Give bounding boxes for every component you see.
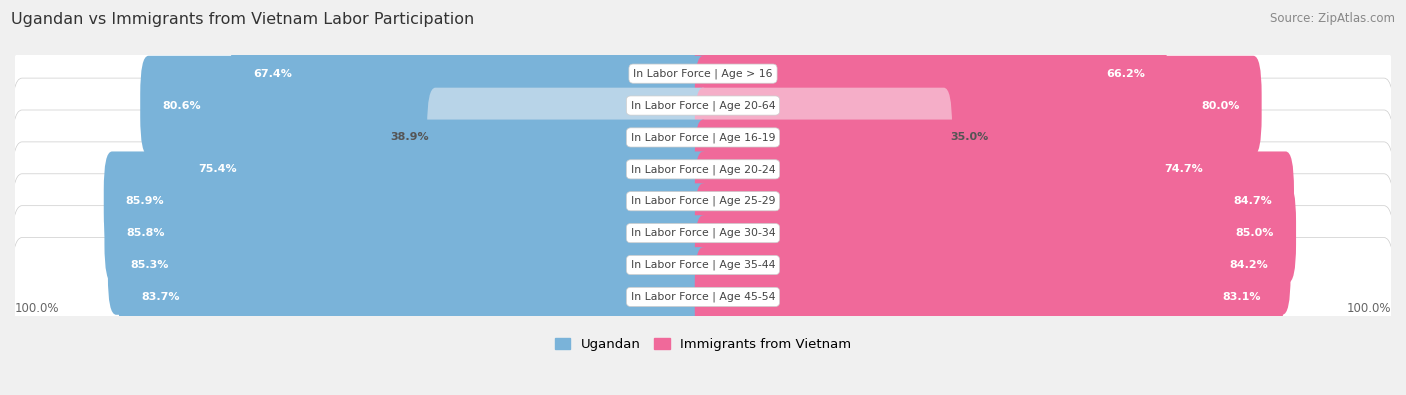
Text: 83.7%: 83.7% xyxy=(141,292,180,302)
Text: Ugandan vs Immigrants from Vietnam Labor Participation: Ugandan vs Immigrants from Vietnam Labor… xyxy=(11,12,474,27)
Text: In Labor Force | Age 20-24: In Labor Force | Age 20-24 xyxy=(631,164,775,175)
Text: 85.9%: 85.9% xyxy=(125,196,165,206)
Text: In Labor Force | Age 25-29: In Labor Force | Age 25-29 xyxy=(631,196,775,207)
Text: In Labor Force | Age > 16: In Labor Force | Age > 16 xyxy=(633,68,773,79)
Text: 80.6%: 80.6% xyxy=(162,101,201,111)
Text: In Labor Force | Age 35-44: In Labor Force | Age 35-44 xyxy=(631,260,775,270)
FancyBboxPatch shape xyxy=(11,142,1395,261)
FancyBboxPatch shape xyxy=(231,24,711,123)
FancyBboxPatch shape xyxy=(695,24,1167,123)
Text: 66.2%: 66.2% xyxy=(1107,69,1144,79)
FancyBboxPatch shape xyxy=(104,151,711,251)
FancyBboxPatch shape xyxy=(427,88,711,187)
Text: 84.7%: 84.7% xyxy=(1233,196,1272,206)
Text: 83.1%: 83.1% xyxy=(1222,292,1261,302)
Text: 38.9%: 38.9% xyxy=(389,132,429,143)
FancyBboxPatch shape xyxy=(695,120,1225,219)
Text: 85.0%: 85.0% xyxy=(1236,228,1274,238)
Text: 74.7%: 74.7% xyxy=(1164,164,1204,174)
FancyBboxPatch shape xyxy=(11,174,1395,292)
Text: In Labor Force | Age 30-34: In Labor Force | Age 30-34 xyxy=(631,228,775,238)
FancyBboxPatch shape xyxy=(695,56,1261,155)
FancyBboxPatch shape xyxy=(695,88,952,187)
Text: In Labor Force | Age 45-54: In Labor Force | Age 45-54 xyxy=(631,292,775,302)
Text: 67.4%: 67.4% xyxy=(253,69,292,79)
FancyBboxPatch shape xyxy=(11,78,1395,197)
Text: In Labor Force | Age 16-19: In Labor Force | Age 16-19 xyxy=(631,132,775,143)
FancyBboxPatch shape xyxy=(176,120,711,219)
Text: 85.3%: 85.3% xyxy=(129,260,169,270)
FancyBboxPatch shape xyxy=(11,14,1395,133)
FancyBboxPatch shape xyxy=(11,46,1395,165)
Legend: Ugandan, Immigrants from Vietnam: Ugandan, Immigrants from Vietnam xyxy=(550,333,856,357)
FancyBboxPatch shape xyxy=(104,183,711,283)
Text: 100.0%: 100.0% xyxy=(1347,303,1391,316)
FancyBboxPatch shape xyxy=(108,215,711,315)
Text: 100.0%: 100.0% xyxy=(15,303,59,316)
FancyBboxPatch shape xyxy=(120,247,711,347)
FancyBboxPatch shape xyxy=(11,110,1395,229)
FancyBboxPatch shape xyxy=(141,56,711,155)
Text: 84.2%: 84.2% xyxy=(1230,260,1268,270)
Text: 75.4%: 75.4% xyxy=(198,164,236,174)
Text: 80.0%: 80.0% xyxy=(1201,101,1240,111)
FancyBboxPatch shape xyxy=(695,183,1296,283)
FancyBboxPatch shape xyxy=(11,237,1395,356)
FancyBboxPatch shape xyxy=(695,247,1284,347)
Text: Source: ZipAtlas.com: Source: ZipAtlas.com xyxy=(1270,12,1395,25)
Text: 85.8%: 85.8% xyxy=(127,228,165,238)
Text: 35.0%: 35.0% xyxy=(950,132,988,143)
FancyBboxPatch shape xyxy=(695,215,1291,315)
FancyBboxPatch shape xyxy=(11,206,1395,324)
FancyBboxPatch shape xyxy=(695,151,1294,251)
Text: In Labor Force | Age 20-64: In Labor Force | Age 20-64 xyxy=(631,100,775,111)
